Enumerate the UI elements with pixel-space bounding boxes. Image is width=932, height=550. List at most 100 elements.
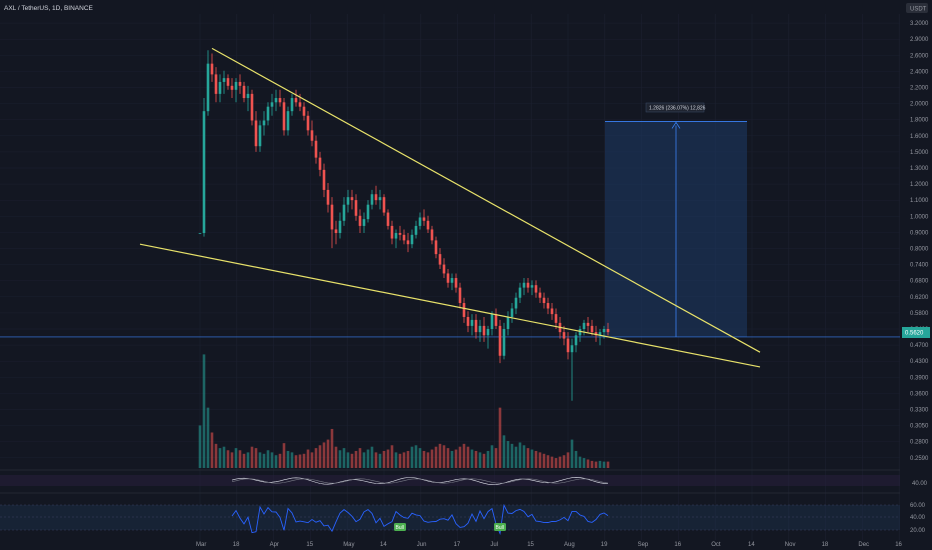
candle-body[interactable] [598, 332, 602, 336]
candle-body[interactable] [582, 322, 586, 329]
candle-body[interactable] [370, 194, 374, 205]
price-tick-label[interactable]: 0.3050 [910, 424, 929, 430]
candle-body[interactable] [422, 217, 426, 221]
price-tick-label[interactable]: 2.9000 [910, 37, 929, 43]
candle-body[interactable] [466, 316, 470, 326]
candle-body[interactable] [218, 81, 222, 94]
price-tick-label[interactable]: 1.6000 [910, 134, 929, 140]
candle-body[interactable] [502, 328, 506, 356]
candle-body[interactable] [586, 322, 590, 326]
candle-body[interactable] [534, 285, 538, 293]
price-tick-label[interactable]: 2.4000 [910, 69, 929, 75]
time-tick-label[interactable]: Aug [564, 542, 575, 548]
candle-body[interactable] [390, 225, 394, 239]
candle-body[interactable] [346, 197, 350, 205]
candle-body[interactable] [566, 338, 570, 353]
candle-body[interactable] [334, 229, 338, 234]
candle-body[interactable] [538, 292, 542, 298]
price-tick-label[interactable]: 2.6000 [910, 53, 929, 59]
price-tick-label[interactable]: 1.3000 [910, 166, 929, 172]
candle-body[interactable] [350, 197, 354, 201]
price-tick-label[interactable]: 1.5000 [910, 150, 929, 156]
time-tick-label[interactable]: 18 [822, 542, 829, 548]
time-tick-label[interactable]: Nov [785, 542, 796, 548]
time-tick-label[interactable]: 18 [233, 542, 240, 548]
candle-body[interactable] [494, 314, 498, 326]
price-tick-label[interactable]: 1.2000 [910, 182, 929, 188]
candles[interactable] [198, 50, 610, 401]
candle-body[interactable] [430, 229, 434, 241]
price-tick-label[interactable]: 0.9000 [910, 230, 929, 236]
candle-body[interactable] [286, 111, 290, 131]
candle-body[interactable] [426, 220, 430, 230]
price-tick-label[interactable]: 0.6800 [910, 279, 929, 285]
candle-body[interactable] [366, 204, 370, 220]
candle-body[interactable] [434, 240, 438, 255]
candle-body[interactable] [338, 220, 342, 234]
candle-body[interactable] [394, 233, 398, 239]
candle-body[interactable] [226, 78, 230, 86]
candle-body[interactable] [242, 85, 246, 99]
candle-body[interactable] [478, 325, 482, 333]
candle-body[interactable] [266, 106, 270, 121]
candle-body[interactable] [222, 78, 226, 82]
candle-body[interactable] [298, 102, 302, 107]
candle-body[interactable] [454, 278, 458, 288]
candle-body[interactable] [414, 225, 418, 235]
candle-body[interactable] [482, 325, 486, 336]
candle-body[interactable] [386, 212, 390, 226]
price-tick-label[interactable]: 0.2800 [910, 440, 929, 446]
candle-body[interactable] [290, 98, 294, 112]
price-tick-label[interactable]: 1.0000 [910, 214, 929, 220]
candle-body[interactable] [514, 297, 518, 309]
candle-body[interactable] [230, 85, 234, 90]
candle-body[interactable] [210, 63, 214, 75]
candle-body[interactable] [450, 278, 454, 283]
candle-body[interactable] [458, 287, 462, 304]
candle-body[interactable] [274, 98, 278, 103]
candle-body[interactable] [234, 81, 238, 90]
candle-body[interactable] [550, 308, 554, 315]
candle-body[interactable] [198, 233, 202, 234]
candle-body[interactable] [546, 303, 550, 309]
candle-body[interactable] [522, 282, 526, 288]
price-tick-label[interactable]: 2.0000 [910, 102, 929, 108]
currency-badge[interactable] [906, 3, 928, 13]
price-tick-label[interactable]: 1.1000 [910, 198, 929, 204]
candle-body[interactable] [490, 314, 494, 329]
price-tick-label[interactable]: 0.3300 [910, 408, 929, 414]
candle-body[interactable] [330, 204, 334, 230]
candle-body[interactable] [262, 120, 266, 126]
time-tick-label[interactable]: 19 [601, 542, 608, 548]
candle-body[interactable] [562, 332, 566, 339]
candle-body[interactable] [574, 335, 578, 346]
price-tick-label[interactable]: 1.8000 [910, 118, 929, 124]
time-tick-label[interactable]: Dec [858, 542, 869, 548]
candle-body[interactable] [542, 297, 546, 304]
candle-body[interactable] [530, 285, 534, 288]
candle-body[interactable] [470, 319, 474, 326]
candle-body[interactable] [462, 303, 466, 317]
candle-body[interactable] [206, 63, 210, 112]
trendline[interactable] [211, 47, 761, 353]
candle-body[interactable] [442, 264, 446, 274]
time-tick-label[interactable]: Jun [417, 542, 427, 548]
candle-body[interactable] [590, 325, 594, 333]
candle-body[interactable] [310, 130, 314, 141]
time-axis[interactable]: Mar 18 Apr 15 May 14 Jun 17 Jul 15 Aug 19 Sep 16 Oct 14… [196, 542, 903, 548]
time-tick-label[interactable]: 14 [748, 542, 755, 548]
candle-body[interactable] [246, 93, 250, 99]
candle-body[interactable] [498, 325, 502, 356]
candle-body[interactable] [374, 194, 378, 201]
candle-body[interactable] [270, 102, 274, 107]
trendline[interactable] [139, 243, 761, 368]
time-tick-label[interactable]: 17 [454, 542, 461, 548]
candle-body[interactable] [606, 328, 610, 333]
candle-body[interactable] [554, 314, 558, 323]
time-tick-label[interactable]: Mar [196, 542, 206, 548]
candle-body[interactable] [318, 157, 322, 170]
candle-body[interactable] [250, 93, 254, 121]
candle-body[interactable] [526, 282, 530, 288]
time-tick-label[interactable]: 14 [380, 542, 387, 548]
